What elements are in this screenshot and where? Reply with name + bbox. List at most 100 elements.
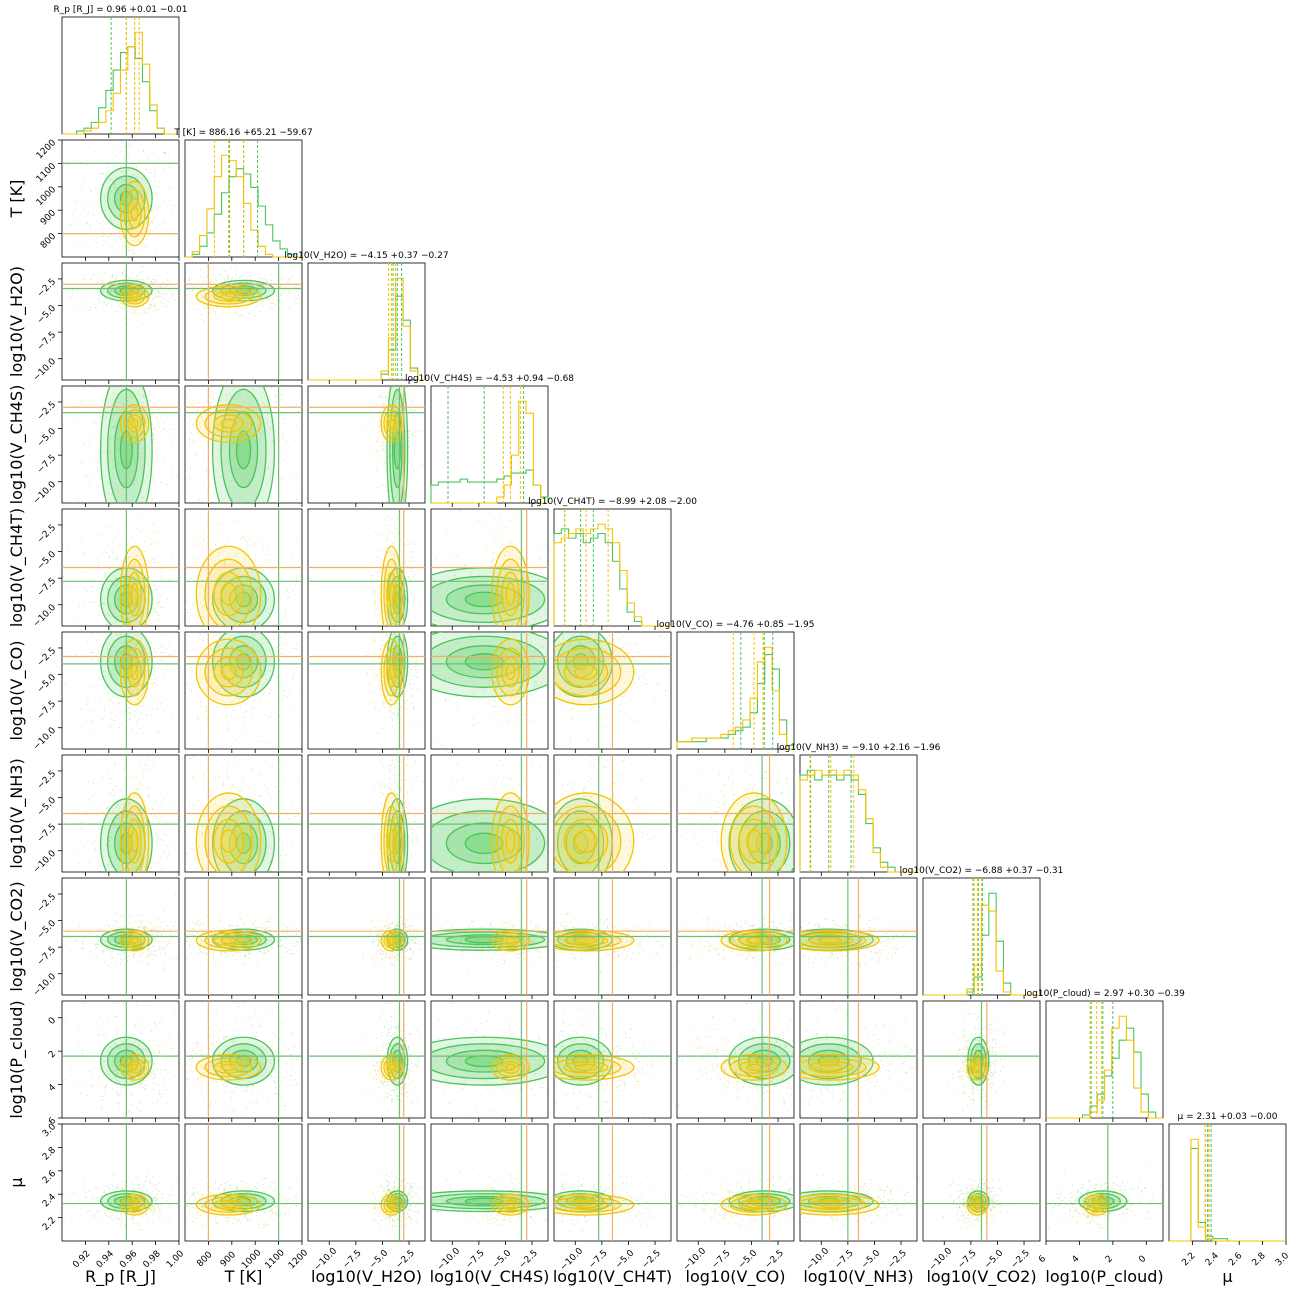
sample-point [378, 614, 379, 615]
sample-point [279, 457, 280, 458]
sample-point [153, 216, 154, 217]
sample-point [206, 276, 207, 277]
sample-point [118, 629, 119, 630]
sample-point [154, 282, 155, 283]
sample-point [414, 597, 415, 598]
sample-point [181, 302, 182, 303]
sample-point [227, 275, 228, 276]
sample-point [269, 260, 270, 261]
sample-point [227, 276, 228, 277]
sample-point [383, 402, 384, 403]
sample-point [202, 280, 203, 281]
sample-point [92, 579, 93, 580]
sample-point [108, 545, 109, 546]
sample-point [73, 220, 74, 221]
sample-point [387, 530, 388, 531]
sample-point [386, 516, 387, 517]
sample-point [397, 544, 398, 545]
sample-point [153, 480, 154, 481]
sample-point [213, 282, 214, 283]
sample-point [294, 285, 295, 286]
sample-point [152, 294, 153, 295]
sample-point [242, 505, 243, 506]
sample-point [84, 552, 85, 553]
sample-point [102, 552, 103, 553]
sample-point [220, 281, 221, 282]
sample-point [227, 540, 228, 541]
sample-point [163, 298, 164, 299]
sample-point [301, 298, 302, 299]
sample-point [413, 476, 414, 477]
sample-point [163, 152, 164, 153]
sample-point [191, 434, 192, 435]
sample-point [249, 537, 250, 538]
sample-point [410, 560, 411, 561]
sample-point [164, 171, 165, 172]
sample-point [296, 405, 297, 406]
sample-point [224, 259, 225, 260]
sample-point [165, 536, 166, 537]
sample-point [152, 524, 153, 525]
sample-point [255, 559, 256, 560]
sample-point [196, 259, 197, 260]
sample-point [167, 271, 168, 272]
sample-point [81, 538, 82, 539]
sample-point [132, 161, 133, 162]
sample-point [89, 224, 90, 225]
sample-point [110, 628, 111, 629]
sample-point [224, 309, 225, 310]
sample-point [297, 540, 298, 541]
sample-point [121, 260, 122, 261]
sample-point [123, 626, 124, 627]
sample-point [235, 274, 236, 275]
sample-point [401, 561, 402, 562]
sample-point [375, 601, 376, 602]
sample-point [277, 576, 278, 577]
sample-point [306, 529, 307, 530]
sample-point [279, 453, 280, 454]
sample-point [191, 297, 192, 298]
sample-point [240, 520, 241, 521]
sample-point [378, 556, 379, 557]
sample-point [377, 533, 378, 534]
sample-point [154, 194, 155, 195]
sample-point [184, 298, 185, 299]
sample-point [88, 482, 89, 483]
sample-point [374, 610, 375, 611]
sample-point [232, 320, 233, 321]
sample-point [173, 438, 174, 439]
sample-point [122, 305, 123, 306]
sample-point [148, 506, 149, 507]
sample-point [410, 542, 411, 543]
sample-point [149, 234, 150, 235]
sample-point [161, 303, 162, 304]
sample-point [55, 628, 56, 629]
sample-point [212, 629, 213, 630]
sample-point [106, 174, 107, 175]
sample-point [372, 563, 373, 564]
sample-point [193, 439, 194, 440]
sample-point [130, 251, 131, 252]
sample-point [407, 539, 408, 540]
sample-point [280, 279, 281, 280]
sample-point [402, 565, 403, 566]
sample-point [90, 229, 91, 230]
sample-point [384, 403, 385, 404]
sample-point [423, 498, 424, 499]
sample-point [236, 265, 237, 266]
sample-point [134, 312, 135, 313]
sample-point [192, 605, 193, 606]
sample-point [102, 536, 103, 537]
sample-point [157, 293, 158, 294]
contour-yellow [131, 294, 137, 300]
sample-point [133, 309, 134, 310]
sample-point [121, 249, 122, 250]
sample-point [152, 300, 153, 301]
sample-point [204, 470, 205, 471]
sample-point [408, 431, 409, 432]
sample-point [161, 410, 162, 411]
sample-point [281, 436, 282, 437]
sample-point [197, 409, 198, 410]
sample-point [138, 150, 139, 151]
sample-point [222, 532, 223, 533]
